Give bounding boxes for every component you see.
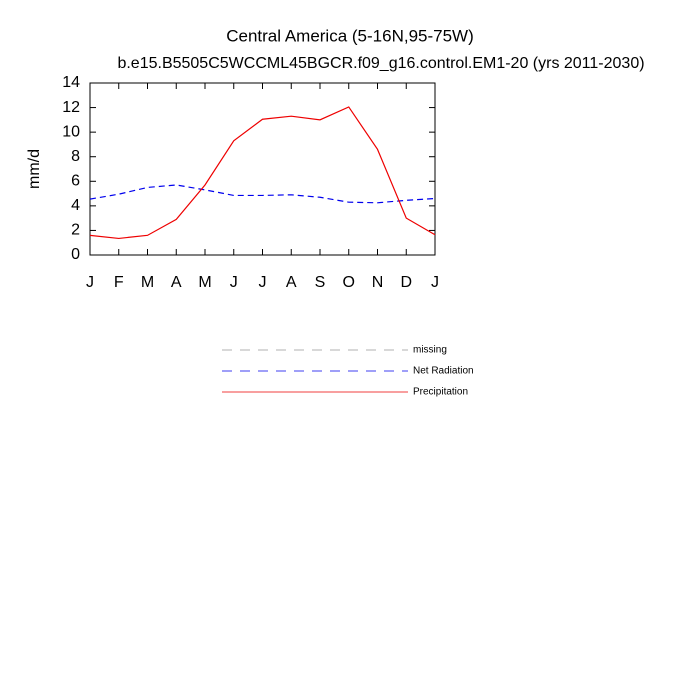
legend-label: Net Radiation bbox=[413, 366, 474, 377]
x-tick-label: F bbox=[114, 274, 124, 291]
x-tick-label: S bbox=[315, 274, 326, 291]
x-tick-label: N bbox=[372, 274, 384, 291]
plot-frame bbox=[89, 82, 436, 256]
chart-subtitle: b.e15.B5505C5WCCML45BGCR.f09_g16.control… bbox=[117, 55, 644, 72]
y-tick-label: 6 bbox=[71, 173, 80, 190]
legend-label: missing bbox=[413, 345, 447, 356]
y-tick-label: 8 bbox=[71, 148, 80, 165]
y-tick-label: 12 bbox=[62, 99, 80, 116]
x-tick-label: O bbox=[343, 274, 355, 291]
x-tick-label: J bbox=[230, 274, 238, 291]
legend-label: Precipitation bbox=[413, 387, 468, 398]
y-tick-label: 10 bbox=[62, 123, 80, 140]
x-tick-label: A bbox=[171, 274, 182, 291]
x-tick-label: D bbox=[400, 274, 412, 291]
x-tick-label: J bbox=[431, 274, 439, 291]
y-tick-label: 4 bbox=[71, 197, 80, 214]
y-tick-label: 0 bbox=[71, 246, 80, 263]
x-tick-label: M bbox=[198, 274, 211, 291]
y-tick-label: 14 bbox=[62, 74, 80, 91]
series-line bbox=[89, 106, 436, 240]
chart-title: Central America (5-16N,95-75W) bbox=[226, 26, 474, 45]
x-tick-label: J bbox=[259, 274, 267, 291]
y-axis-label: mm/d bbox=[26, 149, 43, 189]
y-tick-label: 2 bbox=[71, 222, 80, 239]
x-tick-label: J bbox=[86, 274, 94, 291]
series-line bbox=[89, 184, 436, 204]
x-tick-label: M bbox=[141, 274, 154, 291]
x-tick-label: A bbox=[286, 274, 297, 291]
